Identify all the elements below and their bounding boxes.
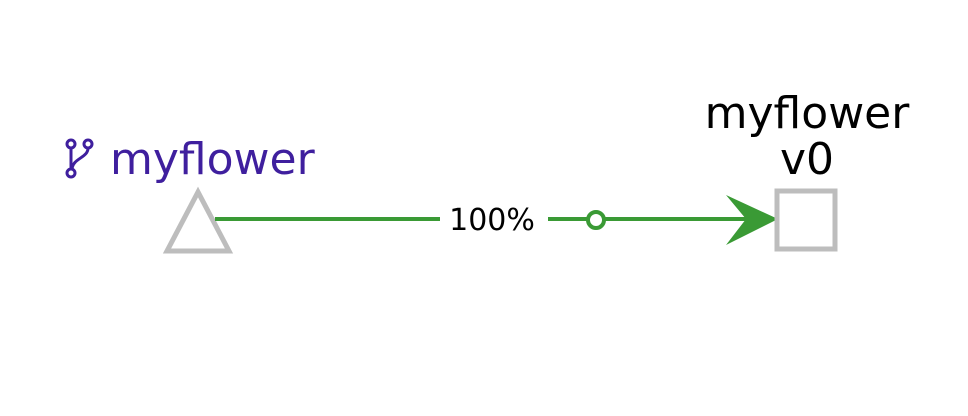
- app-node-triangle[interactable]: [162, 186, 234, 254]
- version-node-name: myflower: [705, 88, 911, 139]
- version-node-square[interactable]: [774, 188, 838, 252]
- edge-arrowhead: [726, 195, 778, 245]
- app-node[interactable]: [162, 186, 234, 254]
- edge-traffic-label: 100%: [449, 203, 535, 238]
- branch-icon: [65, 138, 94, 179]
- edge-midpoint-marker[interactable]: [586, 210, 606, 230]
- version-node-version: v0: [780, 134, 834, 185]
- app-node-label: myflower: [110, 134, 316, 185]
